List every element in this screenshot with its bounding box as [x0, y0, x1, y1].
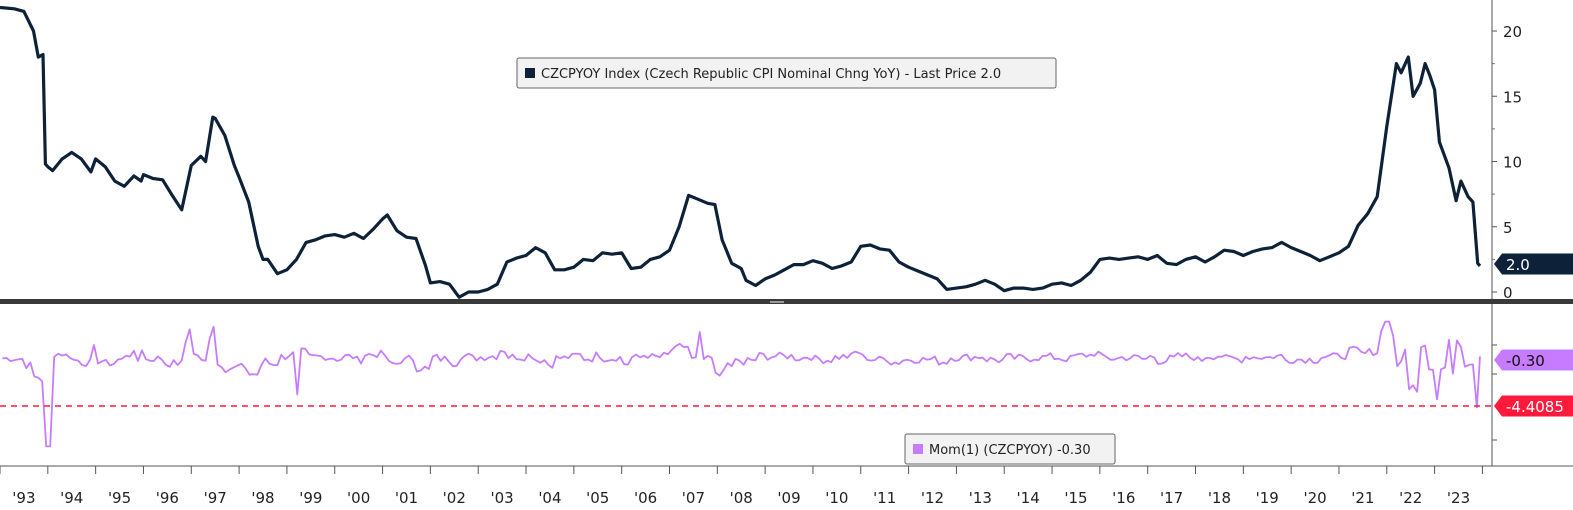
- mom-series-line: [2, 320, 1481, 448]
- cpi-yoy-series-line: [0, 5, 1482, 299]
- panel-divider: [0, 299, 1573, 304]
- x-tick-label-22: '22: [1399, 489, 1422, 507]
- x-tick-label-02: '02: [443, 489, 466, 507]
- x-tick-label-16: '16: [1112, 489, 1135, 507]
- x-tick-label-14: '14: [1017, 489, 1040, 507]
- x-tick-label-06: '06: [634, 489, 657, 507]
- x-tick-label-18: '18: [1208, 489, 1231, 507]
- x-tick-label-12: '12: [921, 489, 944, 507]
- cpi-legend-text: CZCPYOY Index (Czech Republic CPI Nomina…: [541, 67, 1001, 82]
- x-tick-label-23: '23: [1447, 489, 1470, 507]
- x-tick-label-01: '01: [395, 489, 418, 507]
- x-tick-label-94: '94: [60, 489, 83, 507]
- x-tick-label-17: '17: [1160, 489, 1183, 507]
- x-tick-label-07: '07: [682, 489, 705, 507]
- x-tick-label-96: '96: [156, 489, 179, 507]
- mom-last-value-tag-bg: [1494, 349, 1573, 371]
- y-tick-label-15: 15: [1503, 88, 1522, 106]
- x-tick-label-08: '08: [730, 489, 753, 507]
- cpi-legend-box: [516, 57, 1057, 89]
- cpi-legend-swatch: [525, 68, 535, 78]
- divider-handle[interactable]: [770, 301, 784, 303]
- y-tick-label-20: 20: [1503, 23, 1522, 41]
- mom-legend-text: Mom(1) (CZCPYOY) -0.30: [929, 443, 1091, 458]
- mom-legend-swatch: [913, 444, 923, 454]
- x-tick-label-13: '13: [969, 489, 992, 507]
- x-tick-label-05: '05: [586, 489, 609, 507]
- x-tick-label-04: '04: [538, 489, 561, 507]
- x-tick-label-15: '15: [1064, 489, 1087, 507]
- reference-value-tag: -4.4085: [1506, 398, 1564, 416]
- x-tick-label-09: '09: [777, 489, 800, 507]
- mom-last-value-tag: -0.30: [1506, 352, 1545, 370]
- cpi-last-price-tag-bg: [1494, 253, 1573, 275]
- x-tick-label-93: '93: [12, 489, 35, 507]
- x-tick-label-21: '21: [1351, 489, 1374, 507]
- x-tick-label-20: '20: [1303, 489, 1326, 507]
- cpi-last-price-tag: 2.0: [1506, 256, 1530, 274]
- x-tick-label-97: '97: [204, 489, 227, 507]
- x-tick-label-00: '00: [347, 489, 370, 507]
- x-tick-label-99: '99: [299, 489, 322, 507]
- reference-value-tag-bg: [1494, 395, 1573, 417]
- y-tick-label-0: 0: [1503, 284, 1513, 302]
- x-tick-label-11: '11: [873, 489, 896, 507]
- y-tick-label-10: 10: [1503, 154, 1522, 172]
- y-tick-label-5: 5: [1503, 219, 1513, 237]
- x-tick-label-98: '98: [251, 489, 274, 507]
- x-tick-label-10: '10: [825, 489, 848, 507]
- x-tick-label-03: '03: [491, 489, 514, 507]
- x-tick-label-19: '19: [1256, 489, 1279, 507]
- mom-legend-box: [904, 433, 1116, 465]
- x-tick-label-95: '95: [108, 489, 131, 507]
